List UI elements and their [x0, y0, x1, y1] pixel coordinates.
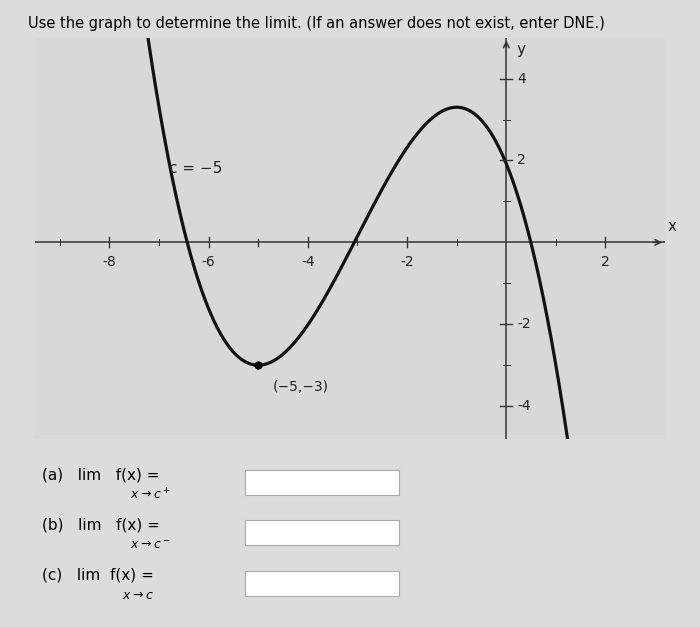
Text: 2: 2	[601, 255, 610, 270]
Text: -8: -8	[102, 255, 116, 270]
Text: 2: 2	[517, 154, 526, 167]
Text: -2: -2	[517, 317, 531, 331]
Text: (c)   lim  f(x) =: (c) lim f(x) =	[42, 567, 154, 582]
Text: x: x	[668, 219, 676, 234]
Text: $x \to c$: $x \to c$	[122, 589, 154, 602]
Text: $x \to c^+$: $x \to c^+$	[130, 488, 170, 503]
Text: -6: -6	[202, 255, 216, 270]
Text: Use the graph to determine the limit. (If an answer does not exist, enter DNE.): Use the graph to determine the limit. (I…	[28, 16, 605, 31]
Text: (b)   lim   f(x) =: (b) lim f(x) =	[42, 517, 160, 532]
Text: -2: -2	[400, 255, 414, 270]
Text: -4: -4	[301, 255, 314, 270]
Text: $x \to c^-$: $x \to c^-$	[130, 539, 170, 552]
Text: -4: -4	[517, 399, 531, 413]
Text: c = −5: c = −5	[169, 161, 223, 176]
Text: (a)   lim   f(x) =: (a) lim f(x) =	[42, 467, 160, 482]
Text: (−5,−3): (−5,−3)	[273, 379, 329, 394]
Text: y: y	[516, 42, 525, 56]
Text: 4: 4	[517, 71, 526, 85]
